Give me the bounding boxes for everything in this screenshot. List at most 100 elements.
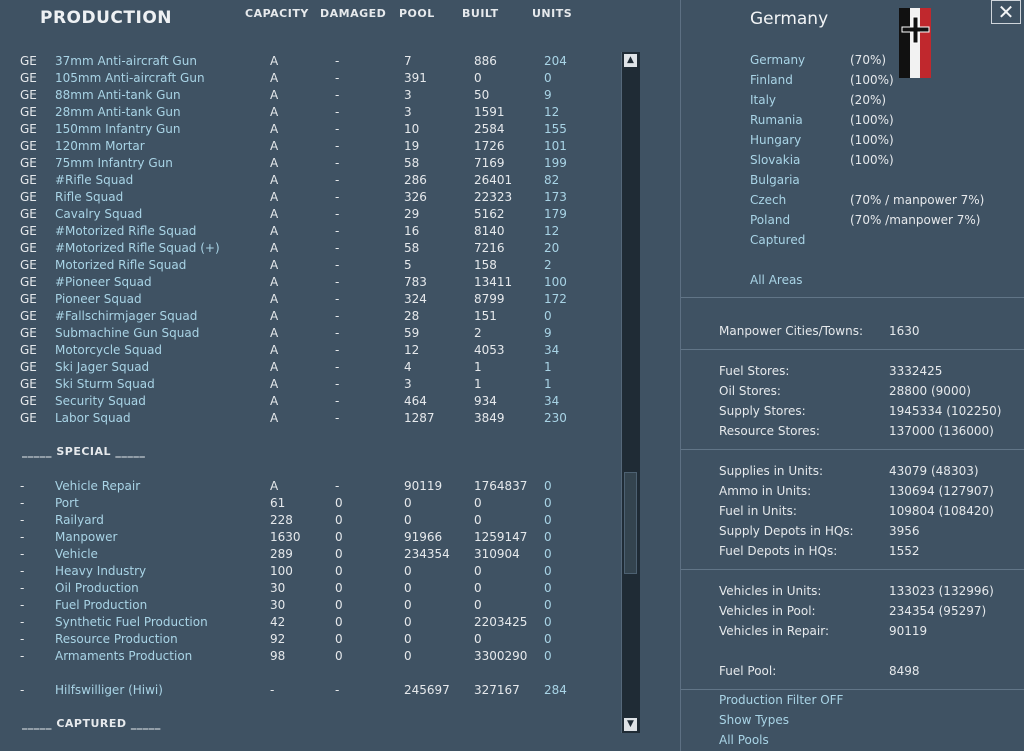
unit-name[interactable]: Synthetic Fuel Production	[55, 615, 208, 629]
table-row[interactable]: GE 37mm Anti-aircraft Gun A - 7 886 204	[0, 53, 620, 70]
table-row-special[interactable]: - Port 61 0 0 0 0	[0, 495, 620, 512]
table-row-special[interactable]: - Armaments Production 98 0 0 3300290 0	[0, 648, 620, 665]
unit-name[interactable]: Rifle Squad	[55, 190, 124, 204]
unit-name[interactable]: Labor Squad	[55, 411, 131, 425]
unit-name[interactable]: Security Squad	[55, 394, 146, 408]
table-row[interactable]: GE 75mm Infantry Gun A - 58 7169 199	[0, 155, 620, 172]
unit-name[interactable]: Armaments Production	[55, 649, 193, 663]
table-row-special[interactable]: - Resource Production 92 0 0 0 0	[0, 631, 620, 648]
unit-name[interactable]: Vehicle	[55, 547, 98, 561]
unit-name[interactable]: Port	[55, 496, 79, 510]
scroll-down-icon[interactable]: ▼	[624, 718, 637, 731]
table-row-special[interactable]: - Fuel Production 30 0 0 0 0	[0, 597, 620, 614]
unit-name[interactable]: 120mm Mortar	[55, 139, 145, 153]
area-item[interactable]: Captured	[750, 233, 805, 247]
unit-name[interactable]: 75mm Infantry Gun	[55, 156, 173, 170]
table-row[interactable]: GE 120mm Mortar A - 19 1726 101	[0, 138, 620, 155]
table-row[interactable]: GE Submachine Gun Squad A - 59 2 9	[0, 325, 620, 342]
table-row[interactable]: GE Cavalry Squad A - 29 5162 179	[0, 206, 620, 223]
unit-name[interactable]: Oil Production	[55, 581, 139, 595]
table-row-special[interactable]: - Oil Production 30 0 0 0 0	[0, 580, 620, 597]
table-row[interactable]: GE Motorcycle Squad A - 12 4053 34	[0, 342, 620, 359]
unit-name[interactable]: #Motorized Rifle Squad (+)	[55, 241, 220, 255]
table-row[interactable]: GE #Rifle Squad A - 286 26401 82	[0, 172, 620, 189]
table-row[interactable]: GE Motorized Rifle Squad A - 5 158 2	[0, 257, 620, 274]
unit-name[interactable]: 37mm Anti-aircraft Gun	[55, 54, 197, 68]
area-name[interactable]: Hungary	[750, 133, 802, 147]
unit-name[interactable]: 105mm Anti-aircraft Gun	[55, 71, 205, 85]
area-item[interactable]: Poland (70% /manpower 7%)	[750, 213, 980, 227]
all-pools-link[interactable]: All Pools	[719, 733, 769, 747]
table-row[interactable]: GE Ski Sturm Squad A - 3 1 1	[0, 376, 620, 393]
scrollbar[interactable]: ▲ ▼	[621, 52, 640, 733]
unit-name[interactable]: 28mm Anti-tank Gun	[55, 105, 181, 119]
table-row[interactable]: GE Rifle Squad A - 326 22323 173	[0, 189, 620, 206]
built-value: 1259147	[474, 530, 528, 544]
table-row[interactable]: GE #Motorized Rifle Squad (+) A - 58 7216 20	[0, 240, 620, 257]
area-item[interactable]: Czech (70% / manpower 7%)	[750, 193, 984, 207]
unit-name[interactable]: Ski Sturm Squad	[55, 377, 155, 391]
table-row[interactable]: GE 105mm Anti-aircraft Gun A - 391 0 0	[0, 70, 620, 87]
all-areas-link[interactable]: All Areas	[750, 273, 803, 287]
nation-code: GE	[20, 411, 37, 425]
scroll-thumb[interactable]	[624, 472, 637, 574]
unit-name[interactable]: Vehicle Repair	[55, 479, 141, 493]
unit-name[interactable]: #Fallschirmjager Squad	[55, 309, 198, 323]
area-name[interactable]: Italy	[750, 93, 777, 107]
scroll-up-icon[interactable]: ▲	[624, 54, 637, 67]
table-row-special[interactable]: - Heavy Industry 100 0 0 0 0	[0, 563, 620, 580]
area-name[interactable]: Slovakia	[750, 153, 801, 167]
unit-name[interactable]: Heavy Industry	[55, 564, 147, 578]
unit-name[interactable]: 150mm Infantry Gun	[55, 122, 181, 136]
area-name[interactable]: Rumania	[750, 113, 803, 127]
pool-value: 90119	[404, 479, 443, 493]
table-row-special[interactable]: - Manpower 1630 0 91966 1259147 0	[0, 529, 620, 546]
table-row[interactable]: GE 88mm Anti-tank Gun A - 3 50 9	[0, 87, 620, 104]
unit-name[interactable]: Cavalry Squad	[55, 207, 143, 221]
table-row[interactable]: GE Security Squad A - 464 934 34	[0, 393, 620, 410]
table-row-hiwi[interactable]: - Hilfswilliger (Hiwi) - - 245697 327167 284	[0, 682, 620, 699]
table-row-special[interactable]: - Vehicle Repair A - 90119 1764837 0	[0, 478, 620, 495]
table-row[interactable]: GE Ski Jager Squad A - 4 1 1	[0, 359, 620, 376]
close-button[interactable]: ✕	[991, 0, 1021, 24]
unit-name[interactable]: Motorized Rifle Squad	[55, 258, 187, 272]
area-name[interactable]: Finland	[750, 73, 793, 87]
area-item[interactable]: Rumania (100%)	[750, 113, 894, 127]
area-item[interactable]: Slovakia (100%)	[750, 153, 894, 167]
unit-name[interactable]: #Motorized Rifle Squad	[55, 224, 197, 238]
table-row[interactable]: GE #Pioneer Squad A - 783 13411 100	[0, 274, 620, 291]
unit-name[interactable]: Submachine Gun Squad	[55, 326, 200, 340]
unit-name[interactable]: Motorcycle Squad	[55, 343, 163, 357]
table-row[interactable]: GE Pioneer Squad A - 324 8799 172	[0, 291, 620, 308]
area-item[interactable]: Finland (100%)	[750, 73, 894, 87]
unit-name[interactable]: Railyard	[55, 513, 104, 527]
area-name[interactable]: Poland	[750, 213, 791, 227]
table-row-special[interactable]: - Railyard 228 0 0 0 0	[0, 512, 620, 529]
unit-name[interactable]: Resource Production	[55, 632, 178, 646]
table-row-special[interactable]: - Synthetic Fuel Production 42 0 0 2203425 0	[0, 614, 620, 631]
table-row[interactable]: GE Labor Squad A - 1287 3849 230	[0, 410, 620, 427]
unit-name[interactable]: 88mm Anti-tank Gun	[55, 88, 181, 102]
unit-name[interactable]: #Rifle Squad	[55, 173, 134, 187]
show-types-link[interactable]: Show Types	[719, 713, 790, 727]
unit-name[interactable]: Fuel Production	[55, 598, 148, 612]
area-item[interactable]: Bulgaria	[750, 173, 800, 187]
area-name[interactable]: Czech	[750, 193, 787, 207]
table-row[interactable]: GE 28mm Anti-tank Gun A - 3 1591 12	[0, 104, 620, 121]
production-filter-link[interactable]: Production Filter OFF	[719, 693, 844, 707]
area-item[interactable]: Hungary (100%)	[750, 133, 894, 147]
unit-name[interactable]: Pioneer Squad	[55, 292, 142, 306]
unit-name[interactable]: Ski Jager Squad	[55, 360, 150, 374]
unit-name[interactable]: Hilfswilliger (Hiwi)	[55, 683, 163, 697]
unit-name[interactable]: #Pioneer Squad	[55, 275, 152, 289]
area-name[interactable]: Bulgaria	[750, 173, 800, 187]
table-row[interactable]: GE #Fallschirmjager Squad A - 28 151 0	[0, 308, 620, 325]
area-item[interactable]: Italy (20%)	[750, 93, 886, 107]
table-row-special[interactable]: - Vehicle 289 0 234354 310904 0	[0, 546, 620, 563]
area-item[interactable]: Germany (70%)	[750, 53, 886, 67]
table-row[interactable]: GE 150mm Infantry Gun A - 10 2584 155	[0, 121, 620, 138]
table-row[interactable]: GE #Motorized Rifle Squad A - 16 8140 12	[0, 223, 620, 240]
area-name[interactable]: Germany	[750, 53, 806, 67]
unit-name[interactable]: Manpower	[55, 530, 118, 544]
area-name[interactable]: Captured	[750, 233, 806, 247]
